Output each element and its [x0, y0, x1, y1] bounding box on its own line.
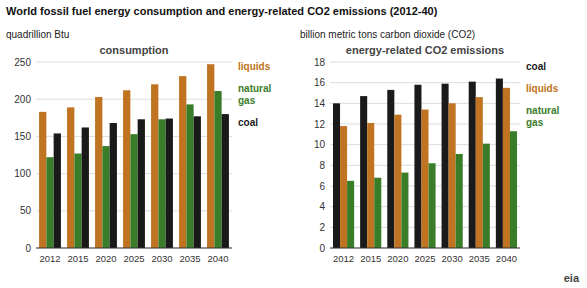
- x-tick-label: 2015: [67, 253, 88, 264]
- y-tick-label: 10: [314, 139, 326, 150]
- x-tick-label: 2015: [360, 253, 381, 264]
- bar: [39, 112, 46, 248]
- bar: [340, 126, 347, 248]
- legend-entry: coal: [526, 61, 546, 72]
- legend-entry: coal: [238, 117, 258, 128]
- bar: [347, 181, 354, 248]
- bar: [456, 154, 463, 248]
- x-tick-label: 2025: [414, 253, 435, 264]
- x-tick-label: 2035: [469, 253, 490, 264]
- x-tick-label: 2025: [123, 253, 144, 264]
- legend-entry: liquids: [526, 83, 559, 94]
- y-tick-label: 6: [319, 181, 325, 192]
- x-tick-label: 2030: [151, 253, 172, 264]
- y-tick-label: 16: [314, 77, 326, 88]
- bar: [46, 157, 53, 248]
- bar: [429, 163, 436, 248]
- bar: [510, 131, 517, 248]
- bar: [367, 123, 374, 248]
- bar: [394, 115, 401, 248]
- x-tick-label: 2020: [95, 253, 116, 264]
- bar: [138, 119, 145, 248]
- grid-line: [330, 62, 520, 63]
- y-tick-label: 12: [314, 119, 326, 130]
- bar: [82, 127, 89, 248]
- y-tick-label: 250: [14, 57, 31, 68]
- y-tick-label: 0: [319, 243, 325, 254]
- bar: [67, 107, 74, 248]
- bar: [449, 103, 456, 248]
- bar: [360, 96, 367, 248]
- annotation: energy-related CO2 emissions: [346, 44, 504, 56]
- bar: [110, 123, 117, 248]
- bar: [74, 154, 81, 248]
- bar: [158, 119, 165, 248]
- bar: [333, 103, 340, 248]
- bar: [496, 79, 503, 248]
- figure: World fossil fuel energy consumption and…: [0, 0, 587, 288]
- y-tick-label: 200: [14, 94, 31, 105]
- y-tick-label: 50: [20, 205, 32, 216]
- x-axis-line: [330, 248, 520, 249]
- bar: [401, 173, 408, 248]
- grid-line: [330, 103, 520, 104]
- bar: [130, 134, 137, 248]
- bar: [179, 76, 186, 248]
- x-tick-label: 2035: [179, 253, 200, 264]
- bar: [95, 97, 102, 248]
- bar: [194, 116, 201, 248]
- bar: [102, 146, 109, 248]
- y-tick-label: 4: [319, 201, 325, 212]
- bar: [387, 90, 394, 248]
- x-tick-label: 2012: [333, 253, 354, 264]
- bar: [374, 178, 381, 248]
- legend-entry: liquids: [238, 61, 271, 72]
- grid-line: [36, 99, 232, 100]
- y-tick-label: 14: [314, 98, 326, 109]
- annotation: eia: [564, 272, 580, 284]
- x-tick-label: 2040: [496, 253, 517, 264]
- annotation: consumption: [99, 44, 168, 56]
- bar: [54, 133, 61, 248]
- grid-line: [330, 82, 520, 83]
- bar: [483, 144, 490, 248]
- x-tick-label: 2040: [207, 253, 228, 264]
- y-tick-label: 2: [319, 222, 325, 233]
- grid-line: [330, 248, 520, 249]
- y-tick-label: 100: [14, 168, 31, 179]
- title: World fossil fuel energy consumption and…: [6, 5, 438, 17]
- y-axis-label: quadrillion Btu: [6, 29, 69, 40]
- bar: [476, 97, 483, 248]
- bar: [222, 114, 229, 248]
- x-tick-label: 2012: [39, 253, 60, 264]
- bar: [207, 64, 214, 248]
- grid-line: [36, 248, 232, 249]
- bar: [166, 119, 173, 248]
- x-tick-label: 2020: [387, 253, 408, 264]
- chart: billion metric tons carbon dioxide (CO2)…: [300, 29, 580, 284]
- y-tick-label: 8: [319, 160, 325, 171]
- bars: [333, 79, 517, 248]
- x-tick-label: 2030: [442, 253, 463, 264]
- bar: [123, 90, 130, 248]
- bar: [186, 104, 193, 248]
- y-tick-label: 150: [14, 131, 31, 142]
- bar: [421, 110, 428, 248]
- y-tick-label: 0: [25, 243, 31, 254]
- x-axis-line: [36, 248, 232, 249]
- bars: [39, 64, 229, 248]
- bar: [469, 82, 476, 248]
- legend-entry: naturalgas: [526, 105, 560, 128]
- bar: [442, 84, 449, 248]
- legend-entry: naturalgas: [238, 83, 272, 106]
- bar: [214, 91, 221, 248]
- bar: [414, 85, 421, 248]
- bar: [151, 84, 158, 248]
- y-axis-label: billion metric tons carbon dioxide (CO2): [300, 29, 475, 40]
- bar: [503, 88, 510, 248]
- grid-line: [36, 62, 232, 63]
- y-tick-label: 18: [314, 57, 326, 68]
